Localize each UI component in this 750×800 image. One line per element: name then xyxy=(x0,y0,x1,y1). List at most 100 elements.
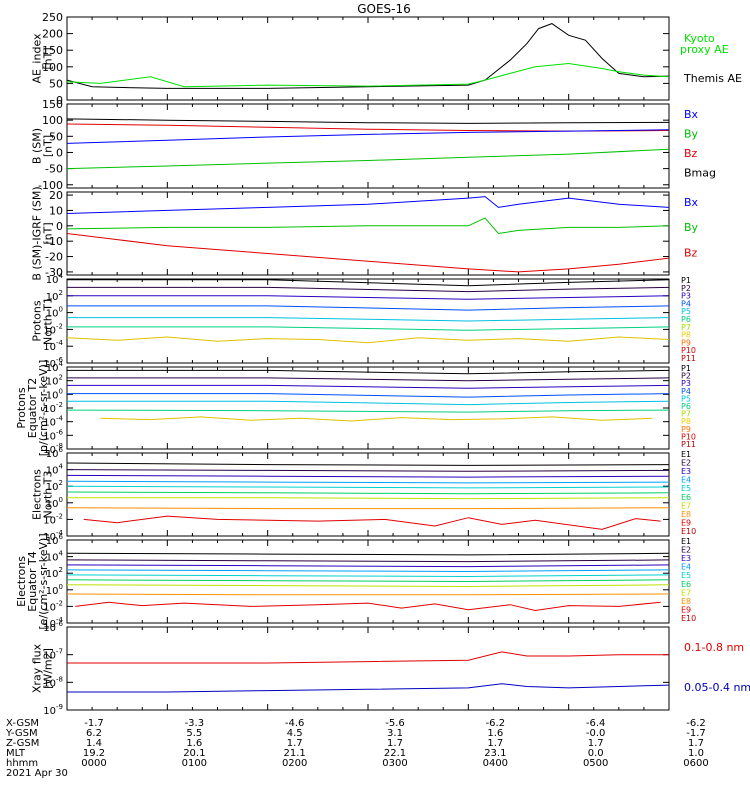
legend-entry: E2 xyxy=(681,546,691,555)
series-line-7 xyxy=(67,336,669,344)
series-line-5 xyxy=(67,574,669,578)
y-axis-label: [e/(cm²-s-sr-keV)] xyxy=(37,533,50,629)
x-row-value: 1.6 xyxy=(487,728,503,739)
legend-entry: P1 xyxy=(681,276,691,285)
panel-frame xyxy=(66,626,670,711)
date-label: 2021 Apr 30 xyxy=(6,768,68,779)
x-row-value: 1.7 xyxy=(487,738,503,749)
legend-entry: P3 xyxy=(681,292,691,301)
x-row-value: 0600 xyxy=(683,758,708,769)
x-row-value: 21.1 xyxy=(284,748,306,759)
legend-entry: E10 xyxy=(681,614,696,623)
x-row-value: -0.0 xyxy=(586,728,606,739)
legend-entry: P4 xyxy=(681,299,691,308)
x-row-label: hhmm xyxy=(6,758,38,769)
legend-entry: E1 xyxy=(681,450,691,459)
legend-entry: E5 xyxy=(681,571,691,580)
y-axis-label: Xray flux xyxy=(31,643,44,693)
x-row-value: 1.7 xyxy=(387,738,403,749)
legend-entry: P2 xyxy=(681,284,691,293)
legend-entry: E6 xyxy=(681,493,691,502)
y-tick-label: 0 xyxy=(56,220,63,233)
y-axis-label: Equator T4 xyxy=(26,551,39,611)
y-tick-label: 10-2 xyxy=(43,599,63,613)
x-row-value: 6.2 xyxy=(86,728,102,739)
y-tick-label: 10-8 xyxy=(43,675,63,689)
series-line-3 xyxy=(67,129,669,144)
x-row-value: -6.4 xyxy=(586,718,606,729)
y-tick-label: 106 xyxy=(46,446,64,460)
y-tick-label: -10 xyxy=(45,235,63,248)
y-tick-label: 10-8 xyxy=(43,442,63,456)
legend-entry: P6 xyxy=(681,315,691,324)
y-tick-label: 250 xyxy=(42,11,63,24)
x-row-value: 1.4 xyxy=(86,738,102,749)
series-group xyxy=(67,196,669,273)
x-row-value: -3.3 xyxy=(185,718,205,729)
series-group xyxy=(67,118,669,170)
y-axis-label: [nT] xyxy=(42,222,55,244)
x-row-value: -4.6 xyxy=(285,718,305,729)
legend-entry: proxy AE xyxy=(680,43,729,56)
series-line-1 xyxy=(67,279,669,287)
y-tick-label: 10 xyxy=(49,204,63,217)
x-row-value: 0000 xyxy=(81,758,106,769)
legend-entry: P7 xyxy=(681,410,691,419)
x-row-value: 1.6 xyxy=(186,738,202,749)
y-tick-label: 150 xyxy=(42,44,63,57)
y-tick-label: 200 xyxy=(42,28,63,41)
series-line-8 xyxy=(67,507,669,510)
x-row-value: 1.7 xyxy=(688,738,704,749)
series-group xyxy=(67,279,669,344)
x-row-value: -5.6 xyxy=(385,718,405,729)
y-tick-label: 100 xyxy=(46,387,63,401)
panel-frame xyxy=(66,278,670,364)
series-line-2 xyxy=(67,286,669,293)
y-tick-label: -100 xyxy=(38,179,63,192)
series-line-9 xyxy=(83,515,661,530)
y-tick-label: 104 xyxy=(46,360,64,374)
y-axis-label: B (SM) xyxy=(31,128,44,164)
series-line-3 xyxy=(67,295,669,300)
legend-entry: Bz xyxy=(684,246,698,259)
legend-entry: E1 xyxy=(681,537,691,546)
series-line-8 xyxy=(67,593,669,596)
x-row-value: 0.0 xyxy=(588,748,604,759)
legend-entry: 0.1-0.8 nm xyxy=(684,641,744,654)
legend-entry: P4 xyxy=(681,387,691,396)
legend-entry: E10 xyxy=(681,527,696,536)
y-tick-label: 100 xyxy=(42,114,63,127)
panel-2: -100 -50 0 50 100 150 B (SM)[nT] Bx By Bz Bmag xyxy=(31,98,717,192)
legend-entry: P11 xyxy=(681,354,696,363)
series-line-6 xyxy=(67,409,669,413)
y-axis-label: Equator T2 xyxy=(26,378,39,438)
series-line-4 xyxy=(67,569,669,573)
legend-entry: P2 xyxy=(681,372,691,381)
y-tick-label: 102 xyxy=(46,374,63,388)
y-tick-label: 10-6 xyxy=(43,428,63,442)
x-row-value: 1.7 xyxy=(588,738,604,749)
y-axis-label: Protons xyxy=(31,300,44,341)
legend-entry: P9 xyxy=(681,338,691,347)
x-row-value: 19.2 xyxy=(83,748,105,759)
y-tick-label: 104 xyxy=(46,550,64,564)
legend-entry: P3 xyxy=(681,379,691,388)
x-row-value: 3.1 xyxy=(387,728,403,739)
plot-title: GOES-16 xyxy=(357,2,411,16)
x-row-label: Y-GSM xyxy=(5,728,38,739)
y-axis-label: North T1 xyxy=(42,297,55,345)
legend-entry: E3 xyxy=(681,467,691,476)
y-tick-label: 102 xyxy=(46,289,63,303)
legend-entry: P6 xyxy=(681,402,691,411)
series-line-1 xyxy=(67,196,669,214)
x-row-value: 20.1 xyxy=(183,748,205,759)
y-axis-label: North T3 xyxy=(42,471,55,519)
legend-entry: E7 xyxy=(681,501,691,510)
series-line-7 xyxy=(100,416,653,422)
y-tick-label: 100 xyxy=(46,496,63,510)
legend-entry: By xyxy=(684,128,699,141)
x-row-label: X-GSM xyxy=(6,718,39,729)
